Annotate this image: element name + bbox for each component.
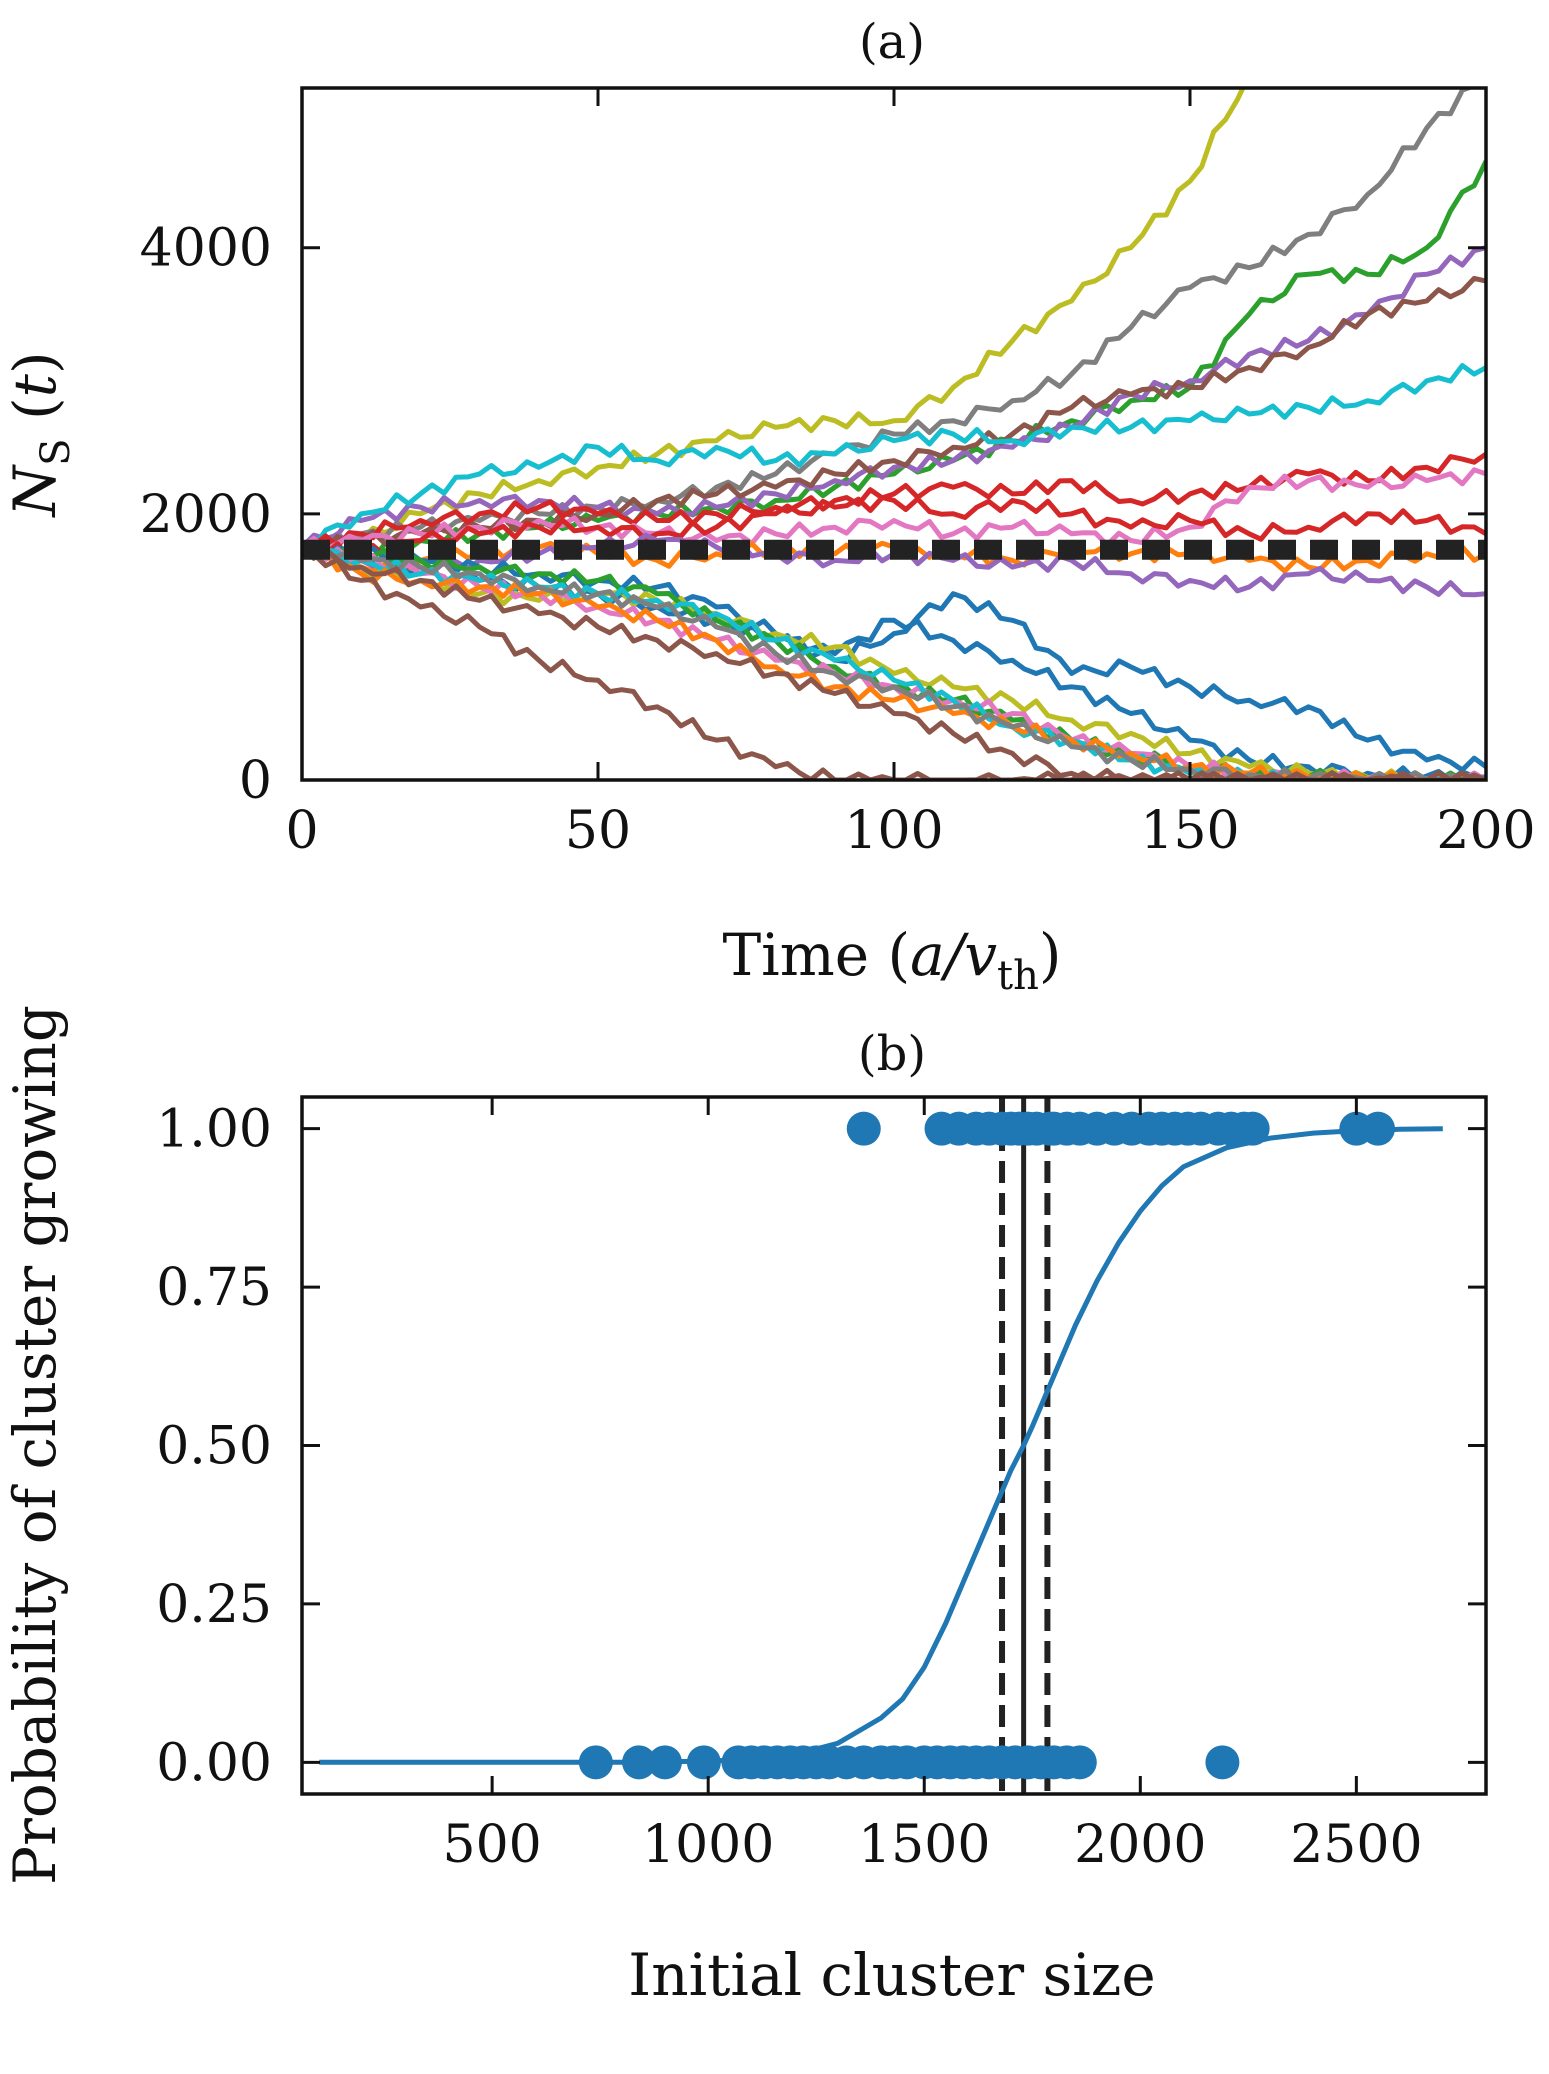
panel-b-fit-curve (319, 1126, 1443, 1765)
panel-a-xtick-label: 50 (565, 801, 631, 861)
panel-a-xtick-label: 0 (285, 801, 318, 861)
panel-b-point-shrinking (647, 1745, 682, 1780)
panel-a-series-line (302, 363, 1486, 551)
panel-a-ytick-label: 2000 (140, 485, 272, 545)
panel-b-point-shrinking (1205, 1745, 1240, 1780)
panel-b-xtick-label: 2500 (1290, 1815, 1422, 1875)
panel-a-xtick-label: 200 (1436, 801, 1535, 861)
panel-b-point-shrinking (622, 1745, 657, 1780)
panel-a-series-line (302, 545, 1486, 780)
panel-b-xtick-label: 1000 (642, 1815, 774, 1875)
panel-b-xtick-label: 1500 (858, 1815, 990, 1875)
panel-a-title: (a) (859, 14, 925, 70)
panel-b-ytick-label: 0.75 (156, 1258, 272, 1318)
panel-b-points (578, 1111, 1395, 1780)
panel-a-series-line (302, 545, 1486, 780)
panel-b: (b) 500 1000 1500 2000 2500 0.00 0.25 0.50 0.75 1… (1, 1005, 1488, 2009)
panel-b-point-shrinking (1062, 1745, 1097, 1780)
panel-a-series-line (302, 495, 1486, 561)
panel-b-xtick-label: 2000 (1074, 1815, 1206, 1875)
panel-b-ylabel: Probability of cluster growing (1, 1005, 69, 1885)
panel-b-ytick-label: 0.00 (156, 1733, 272, 1793)
panel-a-series-line (302, 160, 1486, 561)
panel-a-ytick-label: 4000 (140, 219, 272, 279)
panel-a-xlabel: Time (a/vth) (723, 921, 1062, 999)
panel-b-ytick-label: 0.25 (156, 1575, 272, 1635)
panel-b-point-growing (1235, 1111, 1270, 1146)
panel-a-xtick-label: 150 (1140, 801, 1239, 861)
panel-b-ytick-label: 1.00 (156, 1100, 272, 1160)
panel-b-xlabel: Initial cluster size (628, 1941, 1155, 2009)
panel-b-point-shrinking (578, 1745, 613, 1780)
panel-a-series-line (302, 88, 1246, 555)
panel-a-xtick-label: 100 (844, 801, 943, 861)
panel-a-series-line (302, 467, 1486, 553)
panel-a-series-line (302, 245, 1486, 549)
panel-b-ytick-label: 0.50 (156, 1417, 272, 1477)
panel-a-series-line (302, 544, 1486, 780)
panel-a-ytick-label: 0 (239, 751, 272, 811)
panel-b-ticks: 500 1000 1500 2000 2500 0.00 0.25 0.50 0.75 1.00 (156, 1097, 1486, 1875)
panel-b-point-growing (1360, 1111, 1395, 1146)
panel-b-fit-line (319, 1126, 1443, 1765)
panel-b-title: (b) (858, 1026, 926, 1082)
panel-b-xtick-label: 500 (442, 1815, 541, 1875)
panel-b-point-shrinking (686, 1745, 721, 1780)
panel-b-point-growing (846, 1111, 881, 1146)
panel-a-series-line (302, 540, 1486, 780)
panel-b-frame (300, 1095, 1488, 1796)
panel-a-series (302, 88, 1486, 780)
panel-a-series-line (302, 275, 1486, 554)
panel-a-ylabel: NS (t) (1, 351, 79, 518)
panel-a-series-line (302, 539, 1486, 773)
